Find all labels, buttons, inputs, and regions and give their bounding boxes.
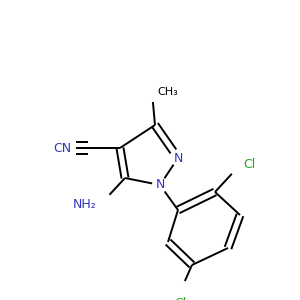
Text: NH₂: NH₂ [73, 199, 97, 212]
Text: N: N [155, 178, 165, 191]
Text: CN: CN [53, 142, 71, 154]
Ellipse shape [173, 291, 187, 300]
Text: N: N [173, 152, 183, 164]
Text: CH₃: CH₃ [157, 87, 178, 97]
Ellipse shape [155, 179, 164, 191]
Ellipse shape [148, 86, 166, 98]
Text: Cl: Cl [243, 158, 255, 172]
Ellipse shape [88, 199, 106, 211]
Ellipse shape [236, 159, 250, 171]
Text: Cl: Cl [174, 297, 186, 300]
Ellipse shape [173, 152, 182, 164]
Ellipse shape [55, 142, 69, 154]
